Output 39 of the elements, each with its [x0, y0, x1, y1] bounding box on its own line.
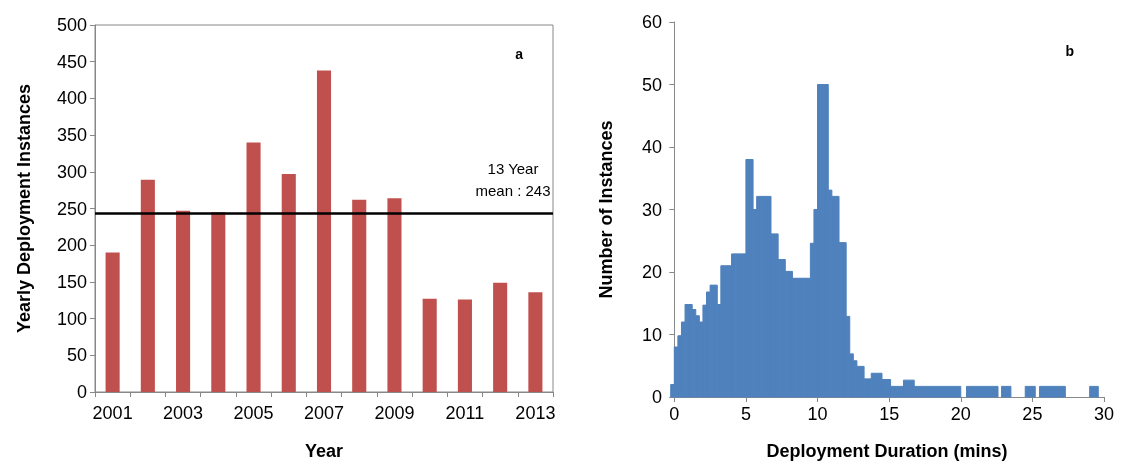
x-tick-label: 2011: [445, 403, 485, 423]
x-tick-label: 0: [669, 404, 680, 424]
y-axis-title: Yearly Deployment Instances: [14, 83, 34, 334]
y-tick-label: 150: [56, 271, 87, 292]
y-tick-label: 60: [641, 12, 662, 32]
y-axis-title: Number of Instances: [596, 120, 616, 299]
y-tick-label: 30: [641, 199, 662, 220]
x-tick-label: 5: [740, 404, 751, 424]
x-tick-label: 2013: [515, 403, 556, 423]
y-tick-label: 10: [641, 324, 662, 345]
y-tick-label: 450: [56, 51, 87, 72]
x-tick-label: 30: [1093, 404, 1115, 424]
x-tick-label: 2007: [303, 403, 345, 423]
y-tick-label: 500: [56, 15, 87, 35]
y-tick-label: 40: [641, 137, 662, 157]
x-tick-label: 2003: [163, 403, 204, 423]
y-tick-label: 100: [56, 308, 87, 329]
x-axis-title: Deployment Duration (mins): [766, 441, 1008, 461]
ref-line-label: 13 Year mean : 243: [475, 160, 551, 200]
y-tick-label: 300: [56, 161, 87, 182]
x-tick-label: 2001: [92, 403, 133, 423]
x-tick-label: 20: [950, 404, 971, 424]
x-axis-title: Year: [304, 441, 344, 461]
x-tick-label: 2005: [233, 403, 274, 423]
annotation: a: [515, 46, 524, 62]
y-tick-label: 50: [66, 345, 87, 366]
x-tick-label: 10: [807, 404, 828, 424]
y-tick-label: 400: [56, 88, 87, 109]
x-tick-label: 25: [1022, 404, 1043, 424]
x-tick-label: 2009: [374, 403, 415, 423]
y-tick-label: 250: [56, 198, 87, 219]
y-tick-label: 350: [56, 125, 87, 146]
y-tick-label: 0: [651, 387, 662, 407]
y-tick-label: 0: [76, 382, 87, 402]
x-tick-label: 15: [879, 404, 900, 424]
annotation: b: [1065, 43, 1075, 59]
y-tick-label: 50: [641, 74, 662, 95]
y-tick-label: 200: [56, 235, 87, 256]
y-tick-label: 20: [641, 262, 662, 282]
